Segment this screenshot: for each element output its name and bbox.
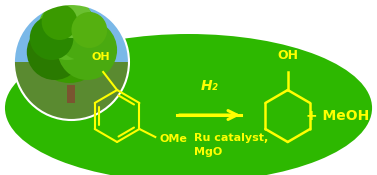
Circle shape: [27, 24, 82, 80]
Circle shape: [38, 0, 97, 60]
Wedge shape: [14, 4, 129, 62]
Wedge shape: [14, 62, 129, 120]
Text: Ru catalyst,: Ru catalyst,: [195, 133, 269, 143]
Text: OMe: OMe: [159, 134, 187, 144]
Text: H₂: H₂: [201, 79, 219, 93]
Circle shape: [58, 20, 117, 80]
Circle shape: [71, 12, 107, 48]
Circle shape: [30, 16, 74, 60]
FancyBboxPatch shape: [67, 85, 75, 103]
Ellipse shape: [5, 34, 372, 175]
Text: MgO: MgO: [195, 147, 223, 157]
Text: OH: OH: [277, 49, 298, 62]
Text: + MeOH: + MeOH: [306, 109, 369, 123]
Text: OH: OH: [92, 52, 110, 62]
Circle shape: [52, 0, 91, 38]
Circle shape: [14, 4, 129, 120]
Circle shape: [57, 10, 106, 60]
Circle shape: [42, 4, 77, 40]
Circle shape: [32, 7, 107, 83]
